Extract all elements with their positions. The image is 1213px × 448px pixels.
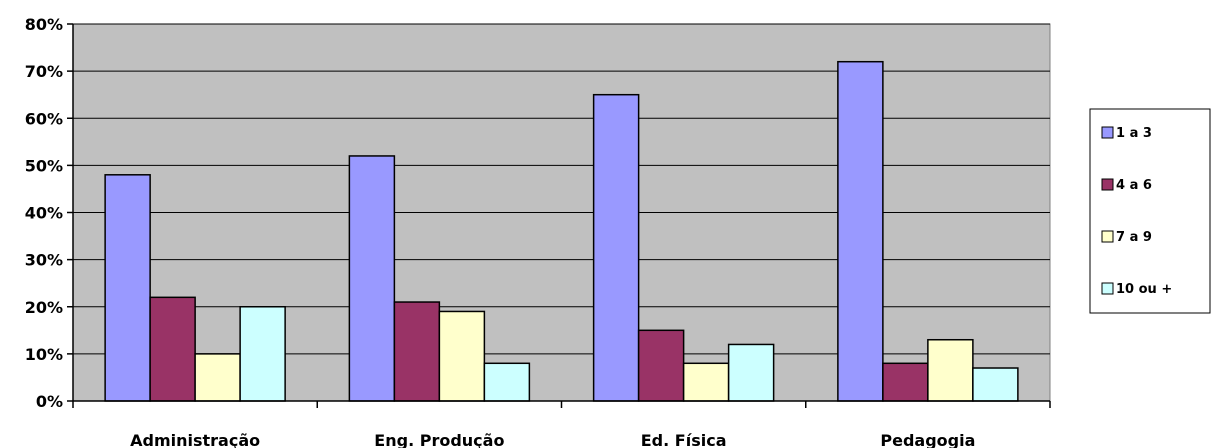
legend-swatch: [1101, 126, 1114, 139]
y-tick-label: 20%: [25, 298, 63, 317]
axes: [67, 23, 1051, 408]
x-category-label: Eng. Produção: [374, 431, 504, 448]
bar: [149, 296, 196, 402]
bar: [348, 155, 396, 402]
bar: [393, 301, 441, 402]
y-tick-label: 60%: [25, 109, 63, 128]
legend-swatch: [1101, 282, 1114, 295]
bar: [104, 174, 151, 402]
bar: [837, 60, 884, 402]
x-category-label: Pedagogia: [880, 431, 975, 448]
bar: [927, 338, 974, 402]
y-tick-label: 70%: [25, 62, 63, 81]
legend-swatch: [1101, 178, 1114, 191]
bar: [483, 362, 531, 402]
y-tick-label: 40%: [25, 204, 63, 223]
x-category-label: Ed. Física: [641, 431, 727, 448]
legend: 1 a 3 4 a 6 7 a 9 10 ou +: [1089, 108, 1211, 314]
y-tick-label: 80%: [25, 15, 63, 34]
legend-box: [1089, 108, 1211, 314]
y-tick-label: 0%: [36, 392, 63, 411]
x-category-labels: Administração Eng. Produção Ed. Física Peda…: [130, 431, 975, 448]
x-category-label: Administração: [130, 431, 260, 448]
bar: [194, 353, 241, 402]
bar: [592, 93, 640, 402]
bars: [104, 60, 1019, 402]
y-tick-labels: 0% 10% 20% 30% 40% 50% 60% 70% 80%: [25, 15, 63, 411]
bar: [727, 343, 775, 402]
legend-label: 1 a 3: [1116, 126, 1152, 141]
bar: [637, 329, 685, 402]
bar: [239, 306, 286, 402]
bar: [682, 362, 730, 402]
legend-label: 4 a 6: [1116, 178, 1152, 193]
y-tick-label: 50%: [25, 156, 63, 175]
y-tick-label: 10%: [25, 345, 63, 364]
legend-label: 10 ou +: [1116, 282, 1172, 297]
legend-label: 7 a 9: [1116, 230, 1152, 245]
bar: [972, 367, 1019, 402]
y-tick-label: 30%: [25, 251, 63, 270]
bar: [882, 362, 929, 402]
bar: [438, 310, 486, 402]
legend-swatch: [1101, 230, 1114, 243]
